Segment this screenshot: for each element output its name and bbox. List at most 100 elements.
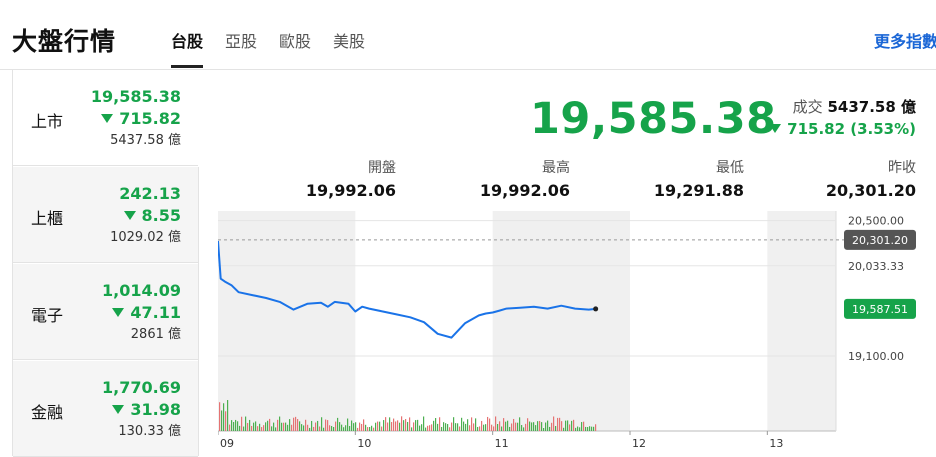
y-tick-label: 19,100.00 — [848, 350, 904, 363]
turnover-label: 成交 — [792, 98, 823, 116]
volume-bar — [447, 424, 449, 431]
volume-bar — [497, 423, 499, 431]
tab-asia[interactable]: 亞股 — [225, 32, 258, 51]
main-change: 715.82 (3.53%) — [769, 120, 916, 138]
volume-bar — [555, 425, 557, 431]
market-tabs: 台股 亞股 歐股 美股 — [171, 28, 365, 68]
stat-label: 昨收 — [888, 160, 916, 176]
volume-bar — [539, 420, 541, 431]
volume-bar — [321, 417, 323, 431]
volume-bar — [479, 426, 481, 431]
volume-bar — [543, 427, 545, 431]
x-tick-label: 09 — [220, 437, 234, 450]
volume-bar — [249, 419, 251, 431]
chart-session-band — [492, 211, 630, 431]
stat-value: 19,992.06 — [305, 181, 396, 200]
volume-bar — [401, 416, 403, 431]
volume-bar — [329, 425, 331, 431]
volume-bar — [355, 422, 357, 431]
more-indices-link[interactable]: 更多指數 — [873, 32, 936, 51]
volume-bar — [265, 422, 267, 431]
volume-bar — [453, 417, 455, 431]
volume-bar — [403, 420, 405, 431]
volume-bar — [229, 424, 231, 431]
volume-bar — [573, 419, 575, 431]
volume-bar — [501, 426, 503, 431]
volume-bar — [279, 416, 281, 431]
volume-bar — [283, 422, 285, 431]
volume-bar — [241, 416, 243, 431]
stat-value: 19,992.06 — [479, 181, 570, 200]
volume-bar — [305, 419, 307, 431]
volume-bar — [523, 427, 525, 431]
volume-bar — [421, 424, 423, 431]
volume-bar — [385, 417, 387, 431]
last-price-dot — [593, 306, 599, 312]
volume-bar — [243, 426, 245, 431]
volume-bar — [307, 424, 309, 431]
index-change: 47.11 — [130, 303, 181, 322]
header-divider — [0, 69, 936, 70]
volume-bar — [547, 420, 549, 431]
volume-bar — [315, 422, 317, 431]
volume-bar — [461, 417, 463, 431]
volume-bar — [551, 422, 553, 431]
chart-session-band — [218, 211, 356, 431]
volume-bar — [457, 423, 459, 431]
volume-bar — [475, 418, 477, 431]
index-volume: 2861 億 — [130, 327, 181, 342]
volume-bar — [369, 427, 371, 431]
stat-open: 開盤 19,992.06 — [306, 157, 396, 200]
volume-bar — [235, 419, 237, 431]
volume-bar — [285, 422, 287, 431]
volume-bar — [291, 424, 293, 431]
intraday-chart[interactable]: 20,500.00 20,033.33 19,100.00 20,301.20 19,5… — [218, 211, 918, 456]
volume-bar — [259, 423, 261, 431]
volume-bar — [583, 421, 585, 431]
volume-bar — [375, 422, 377, 431]
sidebar-item-listed[interactable]: 上市 19,585.38 715.82 5437.58 億 — [13, 70, 198, 166]
volume-bar — [387, 422, 389, 431]
volume-bar — [521, 425, 523, 431]
x-tick-label: 13 — [769, 437, 783, 450]
sidebar-item-otc[interactable]: 上櫃 242.13 8.55 1029.02 億 — [13, 167, 198, 263]
volume-bar — [289, 419, 291, 431]
index-change: 715.82 — [119, 109, 181, 128]
volume-bar — [221, 410, 223, 431]
index-volume: 5437.58 億 — [110, 133, 181, 148]
sidebar-item-electronics[interactable]: 電子 1,014.09 47.11 2861 億 — [13, 264, 198, 360]
volume-bar — [503, 418, 505, 431]
volume-bar — [531, 422, 533, 431]
volume-bar — [391, 422, 393, 431]
volume-bar — [489, 418, 491, 431]
volume-bar — [459, 426, 461, 431]
volume-bar — [309, 427, 311, 431]
volume-bar — [267, 420, 269, 431]
volume-bar — [441, 426, 443, 431]
last-price-badge — [844, 298, 916, 319]
index-price: 1,014.09 — [102, 281, 181, 300]
volume-bar — [311, 420, 313, 431]
volume-bar — [589, 426, 591, 431]
volume-bar — [333, 427, 335, 431]
tab-taiwan[interactable]: 台股 — [171, 28, 204, 68]
stat-label: 最高 — [542, 160, 570, 176]
volume-bar — [567, 420, 569, 431]
volume-bar — [297, 419, 299, 431]
volume-bar — [371, 425, 373, 431]
sidebar-item-finance[interactable]: 金融 1,770.69 31.98 130.33 億 — [13, 361, 198, 457]
volume-bar — [491, 424, 493, 431]
chart-session-band — [767, 211, 836, 431]
volume-bar — [527, 418, 529, 431]
volume-bar — [409, 417, 411, 431]
tab-europe[interactable]: 歐股 — [279, 32, 312, 51]
volume-bar — [451, 422, 453, 431]
tab-us[interactable]: 美股 — [333, 32, 366, 51]
volume-bar — [585, 426, 587, 431]
index-volume: 130.33 億 — [118, 424, 181, 439]
volume-bar — [415, 420, 417, 431]
volume-bar — [273, 422, 275, 431]
volume-bar — [579, 427, 581, 431]
volume-bar — [245, 416, 247, 431]
volume-bar — [499, 421, 501, 431]
